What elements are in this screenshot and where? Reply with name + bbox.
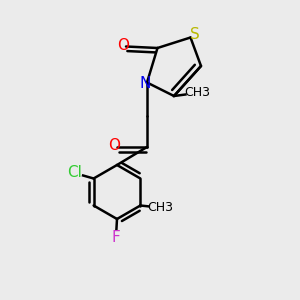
Text: N: N <box>140 76 151 92</box>
Text: Cl: Cl <box>67 165 82 180</box>
Text: CH3: CH3 <box>184 86 210 100</box>
Text: S: S <box>190 27 200 42</box>
Text: CH3: CH3 <box>147 201 173 214</box>
Text: O: O <box>118 38 130 52</box>
Text: O: O <box>109 138 121 153</box>
Text: F: F <box>111 230 120 244</box>
